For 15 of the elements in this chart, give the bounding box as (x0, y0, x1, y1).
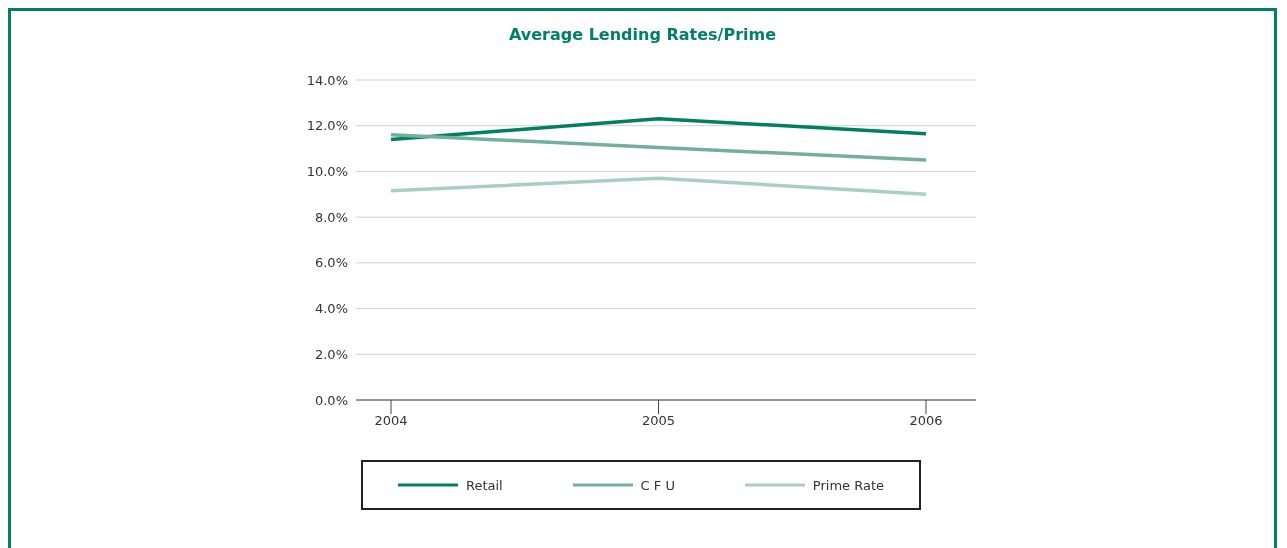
y-tick-label: 4.0% (314, 301, 348, 317)
y-tick-label: 10.0% (306, 164, 348, 180)
x-tick-label: 2005 (641, 413, 676, 429)
y-tick-label: 0.0% (314, 392, 348, 408)
y-tick-label: 2.0% (314, 346, 348, 362)
x-tick-label: 2004 (374, 413, 408, 429)
legend-label: C F U (640, 477, 675, 493)
y-tick-label: 12.0% (306, 118, 348, 134)
x-tick-label: 2006 (909, 413, 943, 429)
y-tick-label: 14.0% (306, 72, 348, 88)
y-tick-label: 6.0% (314, 255, 348, 271)
y-tick-label: 8.0% (314, 209, 348, 225)
legend-label: Retail (465, 477, 503, 493)
legend-label: Prime Rate (812, 477, 885, 493)
chart-title: Average Lending Rates/Prime (507, 25, 778, 44)
